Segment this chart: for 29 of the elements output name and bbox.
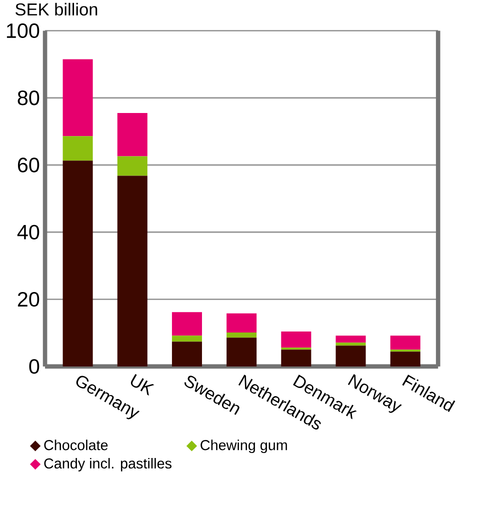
bar bbox=[281, 350, 312, 366]
bar bbox=[226, 332, 257, 338]
y-tick-label: 60 bbox=[18, 158, 40, 172]
bar bbox=[172, 312, 202, 336]
bar bbox=[390, 336, 420, 350]
y-tick-label: 20 bbox=[18, 292, 40, 307]
bar bbox=[226, 313, 257, 333]
bar bbox=[117, 112, 148, 156]
y-tick-label: 0 bbox=[29, 359, 40, 374]
y-tick-label: 80 bbox=[18, 90, 40, 106]
bar bbox=[336, 336, 366, 343]
bar bbox=[336, 342, 366, 346]
bar bbox=[62, 160, 93, 366]
bar bbox=[281, 332, 312, 348]
bar bbox=[117, 156, 148, 176]
bar bbox=[336, 346, 366, 366]
bar bbox=[117, 176, 148, 366]
y-tick-label: 40 bbox=[17, 224, 40, 240]
bar bbox=[172, 336, 202, 342]
y-tick-label: 100 bbox=[6, 23, 40, 38]
legend-label: Chocolate bbox=[44, 440, 108, 450]
legend-label: Chewing gum bbox=[200, 440, 287, 454]
bar bbox=[390, 352, 420, 366]
bar bbox=[226, 338, 257, 366]
bar bbox=[62, 136, 93, 161]
bar bbox=[172, 342, 202, 366]
bar bbox=[62, 59, 93, 136]
legend-label: Candy incl. pastilles bbox=[44, 458, 172, 472]
y-axis-title: SEK billion bbox=[16, 2, 98, 16]
